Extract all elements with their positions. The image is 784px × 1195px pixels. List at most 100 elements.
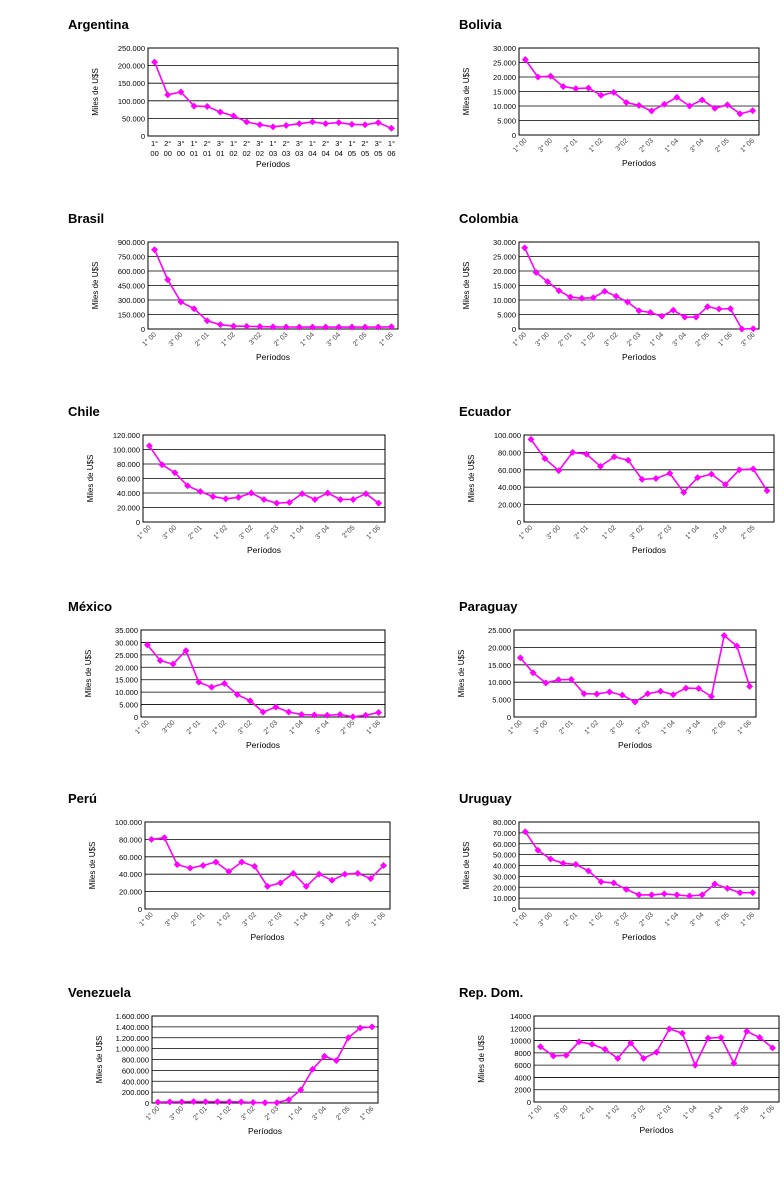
y-tick-label: 6000 [514, 1061, 531, 1070]
chart-title: Rep. Dom. [459, 985, 524, 1000]
x-tick-label: 01 [190, 149, 198, 158]
x-axis-label: Períodos [639, 1125, 673, 1135]
x-tick-label: 2° 01 [562, 911, 579, 928]
data-point [256, 121, 264, 129]
chart-panel: Colombia 0 5.000 10.000 15.000 20.000 25.000 30… [459, 211, 784, 391]
x-tick-label: 2° 05 [344, 911, 361, 928]
data-point [720, 632, 728, 640]
chart-panel: Perú 0 20.000 40.000 60.000 80.000 100.000 1° 0… [68, 791, 408, 971]
x-tick-label: 3° 02 [613, 911, 630, 928]
x-tick-label: 2° 01 [557, 331, 574, 348]
x-tick-label: 1° 02 [579, 331, 596, 348]
data-point [190, 102, 198, 110]
x-tick-label: 2° 01 [562, 137, 579, 154]
y-axis-label: Miles de U$S [462, 68, 471, 116]
data-point [704, 303, 712, 311]
y-tick-label: 100.000 [494, 431, 521, 440]
y-tick-label: 600.000 [122, 1066, 149, 1075]
data-point [151, 58, 159, 66]
chart-panel: Ecuador 0 20.000 40.000 60.000 80.000 100.000 1… [459, 404, 784, 584]
y-tick-label: 8000 [514, 1049, 531, 1058]
chart-title: Chile [68, 404, 100, 419]
y-tick-label: 0 [138, 905, 142, 914]
x-tick-label: 1° 04 [292, 911, 309, 928]
x-tick-label: 05 [361, 149, 369, 158]
data-point [566, 293, 574, 301]
data-point [622, 98, 630, 107]
data-point [692, 313, 700, 321]
x-tick-label: 1° [190, 139, 197, 148]
x-tick-label: 3° [335, 139, 342, 148]
data-point [555, 287, 563, 295]
x-tick-label: 02 [256, 149, 264, 158]
x-tick-label: 3° 02 [608, 719, 625, 736]
y-tick-label: 15.000 [115, 676, 138, 685]
y-tick-label: 30.000 [115, 638, 138, 647]
x-tick-label: 3° 02 [241, 911, 258, 928]
chart-panel: Uruguay 0 10.000 20.000 30.000 40.000 50.000 60… [459, 791, 784, 971]
y-tick-label: 300.000 [118, 296, 145, 305]
y-axis-label: Miles de U$S [467, 455, 476, 503]
data-point [298, 490, 306, 498]
chart-svg: 0 5.000 10.000 15.000 20.000 25.000 30.000 1° 0… [462, 44, 760, 168]
y-axis-label: Miles de U$S [84, 650, 93, 698]
data-point [532, 268, 540, 277]
y-tick-label: 80.000 [493, 818, 516, 827]
data-point [596, 462, 604, 470]
chart-title: México [68, 599, 113, 614]
y-tick-label: 20.000 [493, 883, 516, 892]
data-point [584, 84, 593, 92]
y-axis-label: Miles de U$S [477, 1035, 486, 1083]
y-tick-label: 40.000 [498, 483, 521, 492]
data-point [297, 1086, 305, 1094]
x-tick-label: 3° 04 [685, 719, 702, 736]
x-tick-label: 3° 04 [313, 719, 330, 736]
data-point [212, 858, 220, 866]
data-point [311, 495, 319, 504]
data-point [173, 861, 181, 869]
data-point [154, 1098, 162, 1106]
x-tick-label: 1° 06 [365, 524, 382, 541]
x-tick-label: 1° 06 [365, 719, 382, 736]
x-tick-label: 3° 00 [537, 137, 554, 154]
data-point [285, 1096, 293, 1104]
y-tick-label: 1.200.000 [116, 1034, 149, 1043]
data-point [572, 860, 580, 868]
x-tick-label: 3° [296, 139, 303, 148]
y-tick-label: 30.000 [493, 44, 516, 53]
y-tick-label: 10000 [510, 1037, 531, 1046]
data-point [261, 1099, 269, 1107]
x-tick-label: 05 [374, 149, 382, 158]
data-point [341, 870, 349, 878]
data-point [547, 855, 555, 863]
y-tick-label: 400.000 [122, 1077, 149, 1086]
data-point [588, 1040, 596, 1048]
y-tick-label: 100.000 [113, 446, 140, 455]
x-tick-label: 2° [322, 139, 329, 148]
x-tick-label: 2° 01 [557, 719, 574, 736]
x-tick-label: 3° 04 [325, 331, 342, 348]
data-point [276, 879, 284, 887]
y-tick-label: 20.000 [117, 504, 140, 513]
data-point [536, 1043, 545, 1051]
data-point [361, 121, 369, 129]
data-point [362, 490, 370, 498]
x-tick-label: 2° 03 [638, 911, 655, 928]
data-point [685, 102, 694, 110]
y-tick-label: 2000 [514, 1086, 531, 1095]
plot-frame [518, 241, 760, 330]
data-point [229, 322, 238, 330]
data-point [601, 1045, 609, 1053]
data-point [295, 120, 303, 128]
y-tick-label: 50.000 [493, 851, 516, 860]
data-point [302, 882, 310, 890]
x-tick-label: 2°05 [341, 524, 357, 540]
y-axis-label: Miles de U$S [91, 262, 100, 310]
y-tick-label: 80.000 [119, 835, 142, 844]
series-line [148, 445, 380, 505]
x-tick-label: 2° 03 [262, 719, 279, 736]
data-point [190, 305, 198, 313]
data-point [631, 698, 639, 706]
x-tick-label: 05 [348, 149, 356, 158]
data-point [335, 119, 343, 127]
